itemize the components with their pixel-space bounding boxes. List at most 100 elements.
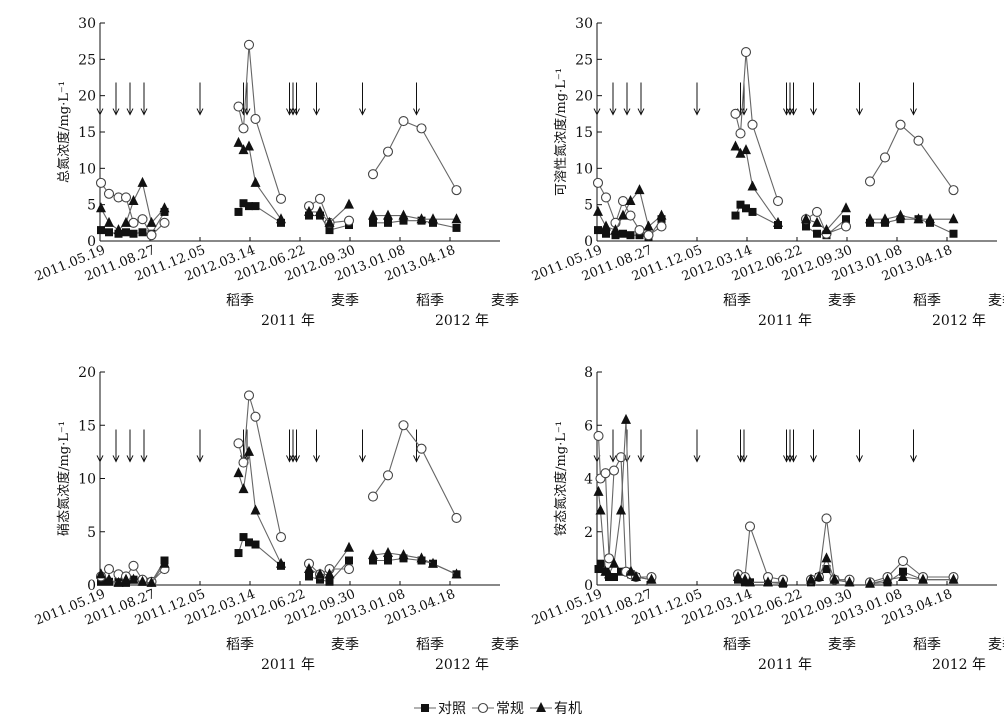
series-line (308, 560, 350, 583)
data-point-triangle (735, 147, 746, 158)
data-point-circle (592, 177, 604, 188)
y-axis-label: 可溶性氮浓度/mg·L⁻¹ (553, 68, 569, 196)
data-point-triangle (829, 573, 840, 584)
data-point-triangle (451, 568, 462, 579)
data-point-triangle (625, 195, 636, 206)
data-point-circle (416, 123, 427, 134)
data-point-triangle (844, 576, 855, 587)
data-point-circle (730, 108, 741, 119)
data-point-circle (634, 225, 645, 236)
series-line (735, 146, 779, 224)
data-point-triangle (812, 216, 822, 227)
data-point-triangle (609, 557, 619, 568)
y-tick-label: 20 (575, 89, 593, 105)
data-point-square (369, 218, 377, 227)
data-point-triangle (128, 573, 139, 584)
season-label: 稻季 (913, 637, 941, 653)
season-label: 麦季 (331, 637, 359, 653)
season-label: 麦季 (491, 293, 519, 309)
data-point-square (97, 577, 105, 586)
data-point-triangle (428, 557, 438, 568)
data-point-triangle (814, 571, 824, 582)
data-point-triangle (593, 485, 604, 496)
season-label: 麦季 (491, 637, 519, 653)
data-point-triangle (741, 144, 751, 155)
data-point-circle (398, 420, 409, 431)
data-point-triangle (948, 213, 959, 224)
data-point-triangle (428, 213, 438, 224)
data-point-circle (103, 563, 115, 575)
y-tick-label: 5 (87, 198, 96, 214)
data-point-triangle (250, 176, 261, 187)
data-point-circle (608, 465, 620, 476)
data-point-triangle (233, 467, 244, 478)
arrow-head (810, 108, 817, 116)
legend: 对照 常规 有机 (414, 701, 582, 717)
y-axis-label: 总氮浓度/mg·L⁻¹ (56, 81, 72, 183)
arrow-head (910, 455, 917, 463)
arrow-head (359, 455, 366, 463)
series-line (309, 204, 350, 224)
data-point-triangle (128, 195, 139, 206)
arrow-head (637, 455, 645, 463)
data-point-square (245, 202, 253, 211)
series-line (238, 142, 282, 220)
year-label: 2012 年 (435, 313, 489, 329)
data-point-square (452, 223, 461, 232)
data-point-circle (451, 185, 462, 196)
data-point-square (384, 556, 392, 565)
data-point-triangle (618, 209, 628, 220)
data-point-square (316, 575, 324, 584)
data-point-triangle (646, 573, 657, 584)
data-point-square (138, 228, 147, 237)
data-point-circle (128, 560, 139, 571)
arrow-head (810, 455, 817, 463)
data-point-triangle (344, 198, 354, 209)
data-point-triangle (304, 563, 314, 574)
data-point-triangle (806, 573, 816, 584)
y-tick-label: 0 (87, 234, 96, 250)
data-point-circle (95, 177, 107, 188)
series-line (237, 44, 282, 200)
y-tick-label: 0 (87, 578, 96, 594)
y-tick-label: 0 (584, 578, 593, 594)
data-point-circle (250, 113, 261, 124)
data-point-triangle (593, 205, 603, 216)
year-label: 2011 年 (758, 313, 812, 329)
data-point-triangle (918, 573, 928, 584)
series-line (805, 211, 847, 235)
data-point-triangle (244, 140, 254, 151)
data-point-circle (159, 217, 170, 228)
data-point-square (619, 229, 627, 238)
data-point-triangle (137, 176, 148, 187)
arrow-head (140, 108, 148, 116)
data-point-triangle (895, 209, 906, 220)
season-label: 稻季 (416, 637, 444, 653)
data-point-triangle (745, 576, 755, 587)
data-point-triangle (159, 202, 170, 213)
data-point-triangle (383, 209, 393, 220)
data-point-triangle (113, 576, 124, 587)
y-tick-label: 10 (78, 161, 96, 177)
arrow-head (112, 108, 120, 116)
data-point-square (97, 226, 105, 235)
data-point-triangle (778, 576, 788, 587)
arrow-head (313, 108, 320, 116)
data-point-square (234, 549, 243, 558)
data-point-triangle (368, 209, 378, 220)
data-point-triangle (610, 224, 621, 235)
data-point-triangle (324, 568, 335, 579)
data-point-circle (250, 411, 261, 422)
year-label: 2011 年 (758, 657, 812, 673)
data-point-triangle (304, 205, 314, 216)
data-point-triangle (121, 573, 131, 584)
data-point-triangle (631, 571, 641, 582)
data-point-circle (275, 532, 287, 543)
data-point-triangle (821, 224, 832, 235)
data-point-circle (275, 193, 287, 204)
data-point-triangle (763, 576, 773, 587)
season-label: 麦季 (828, 637, 856, 653)
arrow-head (413, 455, 420, 463)
year-label: 2012 年 (435, 657, 489, 673)
data-point-circle (879, 152, 891, 163)
